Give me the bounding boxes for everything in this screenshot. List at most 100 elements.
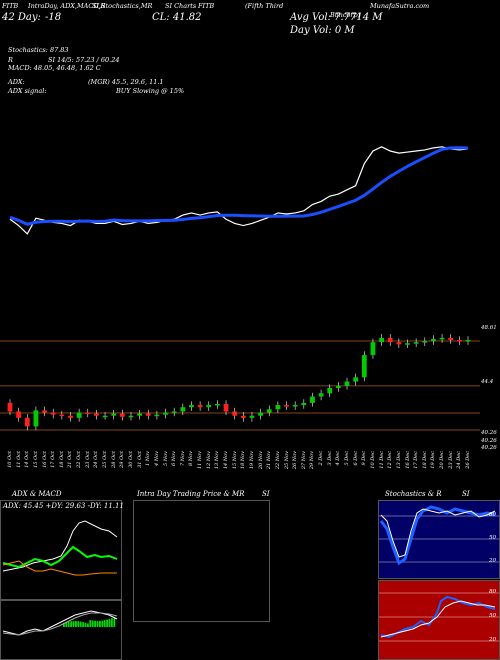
date-tick-label: 16 Dec (404, 451, 411, 469)
date-tick-label: 24 Dec (456, 451, 463, 469)
candle-down (284, 405, 289, 407)
date-tick-label: 15 Nov (231, 451, 238, 470)
date-tick-label: 9 Dec (361, 451, 368, 466)
date-tick-label: 8 Nov (188, 451, 195, 466)
intraday-panel-title: Intra Day Trading Price & MR (137, 490, 245, 498)
candle-up (163, 412, 168, 415)
date-tick-label: 2 Dec (318, 451, 325, 466)
candle-up (370, 342, 376, 355)
candle-up (249, 415, 255, 418)
level-label-low2: 40.26 (481, 438, 497, 444)
date-tick-label: 27 Nov (300, 451, 307, 470)
macd-histogram-bar (94, 620, 96, 627)
stoch-d-line (380, 508, 496, 558)
candle-up (310, 396, 315, 403)
candle-up (111, 413, 117, 416)
stoch-level-20: 20 (489, 558, 496, 564)
candle-up (301, 402, 307, 406)
candle-down (50, 412, 56, 415)
candle-up (76, 412, 82, 418)
candle-up (206, 405, 212, 408)
date-tick-label: 11 Nov (197, 451, 204, 470)
buy-signal: BUY Slowing @ 15% (116, 87, 185, 95)
candle-down (59, 414, 65, 417)
candle-down (119, 413, 125, 417)
stochastics-panel: 80 50 20 (378, 500, 500, 579)
date-tick-label: 4 Nov (153, 451, 160, 466)
macd-signal-line (2, 612, 118, 636)
date-tick-label: 22 Oct (76, 451, 83, 468)
adx-readout: ADX: 45.45 +DY: 29.63 -DY: 11.11 (3, 502, 124, 510)
stochastics-lines (379, 505, 499, 566)
header-charts: SI Charts (165, 2, 197, 10)
candle-up (137, 413, 143, 416)
candle-up (422, 341, 428, 343)
candle-down (448, 337, 454, 341)
macd-histogram-bar (67, 621, 70, 627)
candle-up (344, 381, 350, 386)
rsi-level-50: 50 (489, 613, 496, 619)
macd-histogram-bar (87, 623, 89, 627)
candle-down (240, 415, 246, 418)
candle-up (266, 409, 272, 413)
date-tick-label: 22 Nov (274, 451, 281, 470)
stoch-level-80: 80 (489, 512, 496, 518)
header-company: (Fifth Third (245, 2, 284, 10)
date-tick-label: 7 Nov (179, 451, 186, 466)
minus-dy-line (2, 560, 117, 576)
candle-down (68, 415, 73, 418)
date-tick-label: 14 Nov (223, 451, 230, 470)
candle-down (232, 411, 238, 416)
candle-up (180, 407, 186, 412)
date-tick-label: 21 Nov (266, 451, 273, 470)
macd-histogram-bar (101, 620, 104, 627)
candle-up (465, 340, 471, 342)
stoch-level-50: 50 (489, 535, 496, 541)
date-tick-label: 28 Oct (110, 451, 117, 468)
candle-up (318, 393, 324, 397)
date-tick-label: 11 Oct (15, 451, 22, 468)
date-tick-label: 18 Oct (58, 451, 65, 468)
date-tick-label: 17 Oct (50, 451, 57, 468)
candle-down (16, 411, 22, 418)
macd-histogram-bar (79, 621, 82, 627)
rsi-level-80: 80 (489, 589, 496, 595)
macd-histogram-bar (82, 622, 84, 627)
date-tick-label: 6 Nov (171, 451, 178, 466)
date-tick-label: 12 Nov (205, 451, 212, 470)
date-tick-label: 25 Oct (102, 451, 109, 468)
candle-down (145, 413, 151, 416)
candle-down (387, 337, 393, 343)
intraday-panel-title-2: SI (262, 490, 270, 498)
plus-dy-line (2, 545, 118, 569)
candle-up (413, 342, 419, 344)
left-open: 42 Day: (2, 12, 41, 23)
macd-histogram-bar (91, 620, 94, 627)
date-tick-label: 20 Dec (439, 451, 446, 469)
candle-up (379, 337, 384, 343)
candle-down (85, 412, 91, 415)
macd-histogram-bar (113, 617, 116, 627)
date-tick-label: 14 Oct (24, 451, 31, 468)
date-tick-label: 24 Oct (93, 451, 100, 468)
candle-up (102, 415, 108, 418)
macd-histogram-bar (106, 619, 108, 627)
date-tick-label: 23 Oct (84, 451, 91, 468)
candle-down (197, 405, 203, 408)
date-tick-label: 19 Nov (248, 451, 255, 470)
date-tick-label: 4 Dec (335, 451, 342, 466)
date-tick-label: 18 Nov (240, 451, 247, 470)
candle-up (154, 414, 160, 417)
candle-down (7, 402, 13, 412)
adx-label: ADX: (8, 78, 25, 86)
date-tick-label: 3 Dec (326, 451, 333, 466)
date-tick-label: 16 Oct (41, 451, 48, 468)
date-tick-label: 1 Nov (145, 451, 152, 466)
macd-histogram-bar (63, 623, 65, 627)
date-tick-label: 29 Nov (309, 451, 316, 470)
candle-up (292, 405, 298, 407)
rsi-readout: SI 14/5: 57.23 / 60.24 (48, 56, 120, 64)
date-tick-label: 20 Nov (257, 451, 264, 470)
candle-down (42, 410, 47, 413)
date-tick-label: 15 Oct (32, 451, 39, 468)
